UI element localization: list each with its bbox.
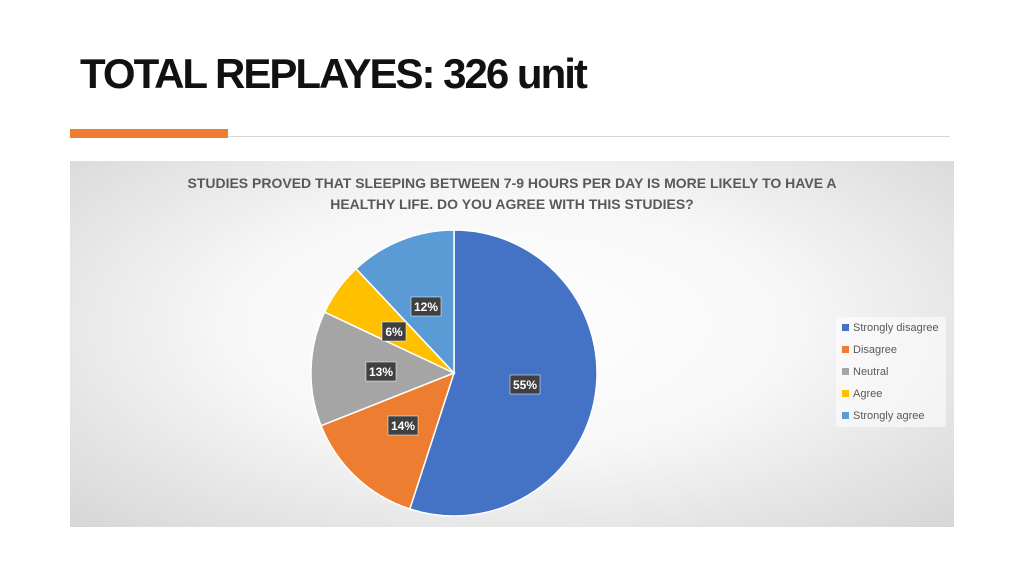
legend-item-strongly-agree: Strongly agree: [842, 410, 925, 426]
legend-item-disagree: Disagree: [842, 344, 897, 360]
legend-label: Strongly agree: [853, 410, 925, 422]
legend-swatch: [842, 346, 849, 353]
legend-item-neutral: Neutral: [842, 366, 888, 382]
pie-slice-strongly-disagree: [408, 229, 598, 517]
legend-swatch: [842, 324, 849, 331]
svg-text:14%: 14%: [391, 419, 415, 433]
legend-swatch: [842, 412, 849, 419]
title-divider: [70, 136, 950, 137]
legend-swatch: [842, 390, 849, 397]
legend-label: Agree: [853, 388, 883, 400]
chart-legend: Strongly disagree Disagree Neutral Agree Str…: [836, 317, 946, 427]
title-accent-bar: [70, 129, 228, 138]
legend-label: Neutral: [853, 366, 889, 378]
data-label-strongly-agree: 12%: [410, 296, 442, 317]
legend-item-strongly-disagree: Strongly disagree: [842, 322, 939, 338]
data-label-strongly-disagree: 55%: [509, 374, 541, 395]
svg-text:12%: 12%: [414, 300, 438, 314]
svg-text:55%: 55%: [513, 378, 537, 392]
svg-text:6%: 6%: [385, 325, 403, 339]
data-label-disagree: 14%: [387, 415, 419, 436]
legend-swatch: [842, 368, 849, 375]
svg-text:13%: 13%: [369, 365, 393, 379]
pie-chart: 55% 14% 13% 6% 12%: [310, 229, 598, 517]
legend-label: Disagree: [853, 344, 898, 356]
chart-area: STUDIES PROVED THAT SLEEPING BETWEEN 7-9…: [70, 161, 954, 527]
chart-title: STUDIES PROVED THAT SLEEPING BETWEEN 7-9…: [187, 175, 837, 212]
slide-title: TOTAL REPLAYES: 326 unit: [80, 50, 588, 97]
pie-slice-strongly-agree: [355, 229, 455, 375]
pie-slice-disagree: [320, 371, 456, 510]
data-label-neutral: 13%: [365, 361, 397, 382]
data-label-agree: 6%: [381, 321, 407, 342]
legend-item-agree: Agree: [842, 388, 882, 404]
legend-label: Strongly disagree: [853, 322, 939, 334]
